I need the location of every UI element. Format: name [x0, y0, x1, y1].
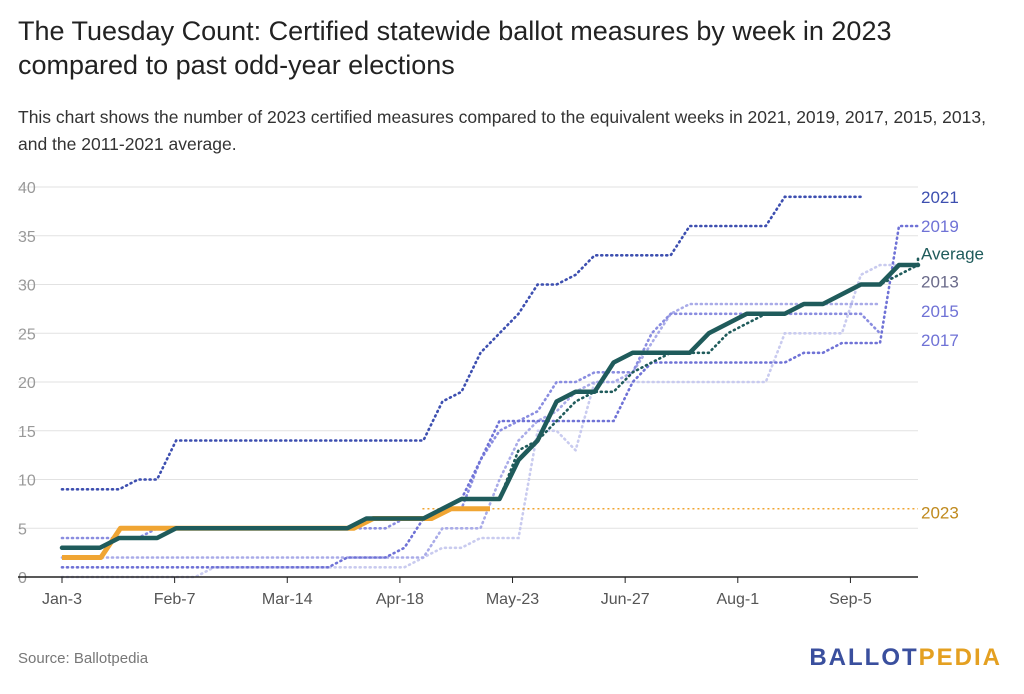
x-tick-label: Jan-3 [42, 591, 82, 608]
end-label-average: Average [921, 244, 984, 263]
x-tick-label: Feb-7 [154, 591, 196, 608]
y-tick-label: 0 [18, 570, 27, 587]
source-note: Source: Ballotpedia [18, 650, 149, 667]
end-label-2021: 2021 [921, 188, 959, 207]
x-tick-label: Mar-14 [262, 591, 313, 608]
x-tick-label: Apr-18 [376, 591, 424, 608]
logo-text-ballot: BALLOT [809, 644, 919, 671]
y-tick-label: 25 [18, 326, 36, 343]
x-tick-label: Aug-1 [716, 591, 759, 608]
x-tick-label: May-23 [486, 591, 539, 608]
x-tick-label: Jun-27 [601, 591, 650, 608]
series-line-2015 [60, 302, 882, 559]
x-tick-label: Sep-5 [829, 591, 872, 608]
ballotpedia-logo: BALLOTPEDIA [809, 644, 1002, 672]
series-line-2019 [60, 224, 920, 569]
label-layer: 2021 2019 Average 2013 2015 2017 2023 [921, 188, 984, 523]
logo-text-pedia: PEDIA [918, 644, 1002, 671]
end-label-2017: 2017 [921, 331, 959, 350]
series-line-2013 [60, 263, 901, 579]
series-layer [59, 195, 921, 579]
y-tick-label: 20 [18, 375, 36, 392]
y-tick-label: 30 [18, 278, 36, 295]
series-line-2023-certified-solid [59, 262, 921, 551]
end-label-2019: 2019 [921, 217, 959, 236]
grid-layer [18, 186, 918, 529]
y-tick-label: 10 [18, 473, 36, 490]
y-tick-label: 5 [18, 521, 27, 538]
end-label-2013: 2013 [921, 273, 959, 292]
y-tick-label: 15 [18, 424, 36, 441]
series-line-2021 [60, 195, 863, 491]
series-line-2017 [60, 312, 882, 540]
end-label-2023: 2023 [921, 504, 959, 523]
chart-subtitle: This chart shows the number of 2023 cert… [18, 107, 986, 154]
axis-layer: 0 5 10 15 20 25 30 35 40 Jan-3 Feb-7 Mar-14 Apr-18 Ma… [18, 180, 918, 608]
y-tick-label: 40 [18, 180, 36, 197]
end-label-2015: 2015 [921, 302, 959, 321]
y-tick-label: 35 [18, 229, 36, 246]
chart-title: The Tuesday Count: Certified statewide b… [18, 16, 892, 80]
